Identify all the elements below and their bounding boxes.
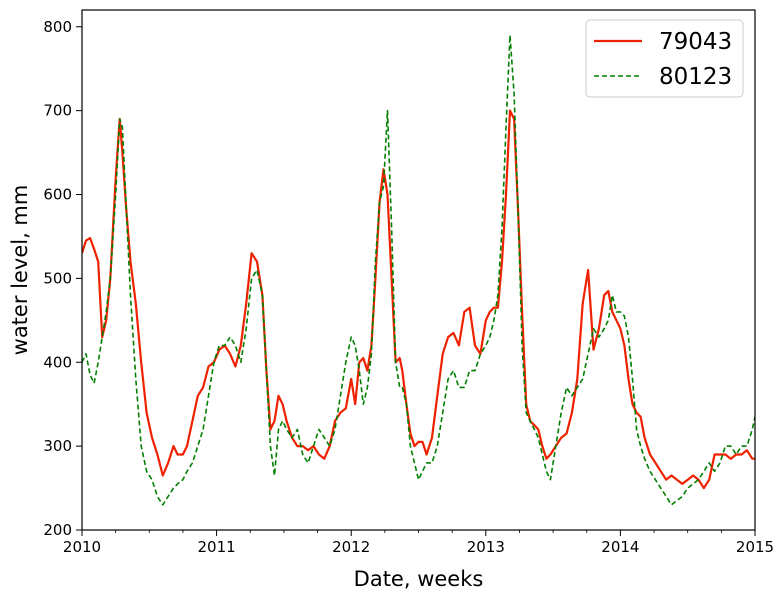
- legend-label-79043: 79043: [659, 29, 732, 55]
- series-layer: [82, 34, 755, 506]
- x-tick-label: 2015: [736, 538, 774, 556]
- x-tick-label: 2011: [198, 538, 236, 556]
- x-tick-label: 2010: [63, 538, 101, 556]
- series-line-80123: [82, 34, 755, 506]
- y-tick-label: 400: [43, 353, 72, 371]
- x-tick-label: 2014: [601, 538, 639, 556]
- x-tick-label: 2013: [467, 538, 505, 556]
- x-tick-label: 2012: [332, 538, 370, 556]
- y-tick-label: 500: [43, 269, 72, 287]
- y-tick-label: 300: [43, 437, 72, 455]
- y-tick-label: 600: [43, 186, 72, 204]
- y-tick-label: 800: [43, 18, 72, 36]
- legend-label-80123: 80123: [659, 64, 732, 90]
- y-tick-label: 200: [43, 521, 72, 539]
- y-axis-label: water level, mm: [8, 185, 32, 356]
- series-line-79043: [82, 109, 755, 490]
- ticks-layer: 2010 2011 2012 2013 2014 2015 200 300 400 500 600 7…: [43, 18, 774, 556]
- y-tick-label: 700: [43, 102, 72, 120]
- legend-box: [585, 19, 744, 98]
- legend: 79043 80123: [585, 19, 744, 98]
- x-axis-label: Date, weeks: [354, 567, 484, 591]
